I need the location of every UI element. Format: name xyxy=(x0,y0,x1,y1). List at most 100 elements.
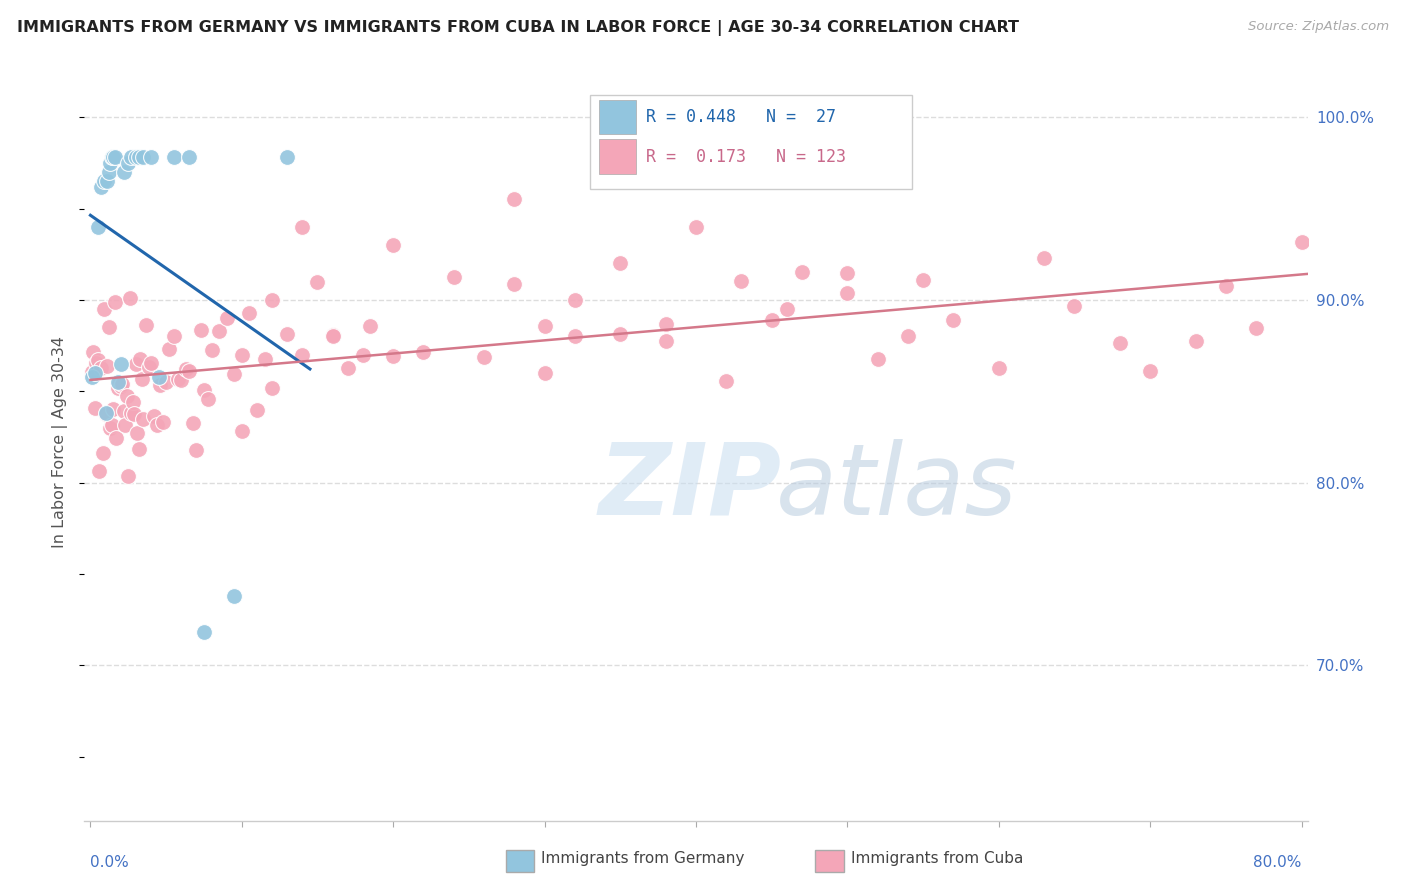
Point xyxy=(262,381,284,395)
Point xyxy=(1033,251,1056,265)
Point xyxy=(128,151,150,165)
Point xyxy=(89,464,111,478)
Point xyxy=(146,418,169,433)
Point xyxy=(609,256,631,270)
Point xyxy=(322,329,344,343)
Point xyxy=(322,327,344,342)
Point xyxy=(336,361,359,376)
Point xyxy=(125,357,148,371)
Point xyxy=(215,311,238,326)
Point xyxy=(193,625,215,640)
Point xyxy=(533,319,555,334)
Point xyxy=(112,165,135,179)
Point xyxy=(1367,275,1389,289)
Point xyxy=(200,343,222,358)
Y-axis label: In Labor Force | Age 30-34: In Labor Force | Age 30-34 xyxy=(52,335,69,548)
Point xyxy=(360,318,382,333)
Point xyxy=(1063,299,1085,313)
Point xyxy=(1215,279,1237,293)
Point xyxy=(443,269,465,284)
Point xyxy=(139,151,162,165)
Point xyxy=(170,373,193,387)
Point xyxy=(128,442,150,456)
Point xyxy=(100,417,122,432)
Point xyxy=(101,151,124,165)
Point xyxy=(177,151,200,165)
Text: R = 0.448   N =  27: R = 0.448 N = 27 xyxy=(645,108,835,126)
Point xyxy=(125,151,148,165)
Text: R =  0.173   N = 123: R = 0.173 N = 123 xyxy=(645,148,846,166)
Point xyxy=(382,238,405,252)
Point xyxy=(307,276,329,290)
FancyBboxPatch shape xyxy=(599,100,636,135)
Point xyxy=(533,366,555,380)
Point xyxy=(98,421,121,435)
Text: Immigrants from Germany: Immigrants from Germany xyxy=(541,851,745,865)
Point xyxy=(276,151,298,165)
Point xyxy=(104,295,127,310)
Point xyxy=(86,356,108,370)
Point xyxy=(912,273,935,287)
Point xyxy=(1291,235,1313,249)
Point xyxy=(291,348,314,362)
Point xyxy=(837,266,859,280)
Point xyxy=(132,151,155,165)
Point xyxy=(118,291,141,305)
Point xyxy=(503,193,526,207)
Point xyxy=(87,353,110,368)
Point xyxy=(1108,336,1130,351)
Point xyxy=(837,285,859,300)
Point xyxy=(564,329,586,343)
Point xyxy=(177,364,200,378)
Point xyxy=(84,366,107,380)
Point xyxy=(93,174,115,188)
Point xyxy=(1139,364,1161,378)
Point xyxy=(107,375,129,389)
Point xyxy=(231,424,253,438)
Point xyxy=(157,342,180,356)
Point xyxy=(120,151,142,165)
Point xyxy=(609,326,631,341)
Point xyxy=(352,348,374,362)
Point xyxy=(152,415,174,429)
Point xyxy=(276,326,298,341)
Point xyxy=(82,344,104,359)
Point xyxy=(1244,320,1267,334)
Text: IMMIGRANTS FROM GERMANY VS IMMIGRANTS FROM CUBA IN LABOR FORCE | AGE 30-34 CORRE: IMMIGRANTS FROM GERMANY VS IMMIGRANTS FR… xyxy=(17,20,1019,36)
Point xyxy=(90,179,112,194)
Point xyxy=(1320,294,1343,309)
Point xyxy=(253,352,276,367)
Point xyxy=(790,265,813,279)
Point xyxy=(120,406,142,420)
Point xyxy=(155,375,177,389)
Point xyxy=(112,403,135,417)
Point xyxy=(115,389,138,403)
Point xyxy=(127,426,149,441)
Point xyxy=(183,416,205,430)
Point xyxy=(186,443,208,458)
Point xyxy=(108,376,131,390)
Point xyxy=(224,589,246,603)
Point xyxy=(197,392,219,407)
Point xyxy=(100,151,122,165)
Point xyxy=(94,407,117,421)
Point xyxy=(129,351,152,366)
Point xyxy=(139,356,162,370)
Point xyxy=(94,406,117,420)
Point xyxy=(80,369,103,384)
Point xyxy=(124,407,146,421)
Text: Immigrants from Cuba: Immigrants from Cuba xyxy=(851,851,1024,865)
Point xyxy=(730,274,752,288)
Point xyxy=(654,318,676,332)
Point xyxy=(761,312,783,326)
Point xyxy=(97,165,120,179)
Point xyxy=(163,329,186,343)
FancyBboxPatch shape xyxy=(589,95,912,189)
Point xyxy=(190,323,212,337)
Point xyxy=(96,359,118,374)
Point xyxy=(716,374,738,388)
Point xyxy=(866,351,889,366)
Point xyxy=(148,369,170,384)
Point xyxy=(987,360,1010,375)
Point xyxy=(132,411,155,425)
